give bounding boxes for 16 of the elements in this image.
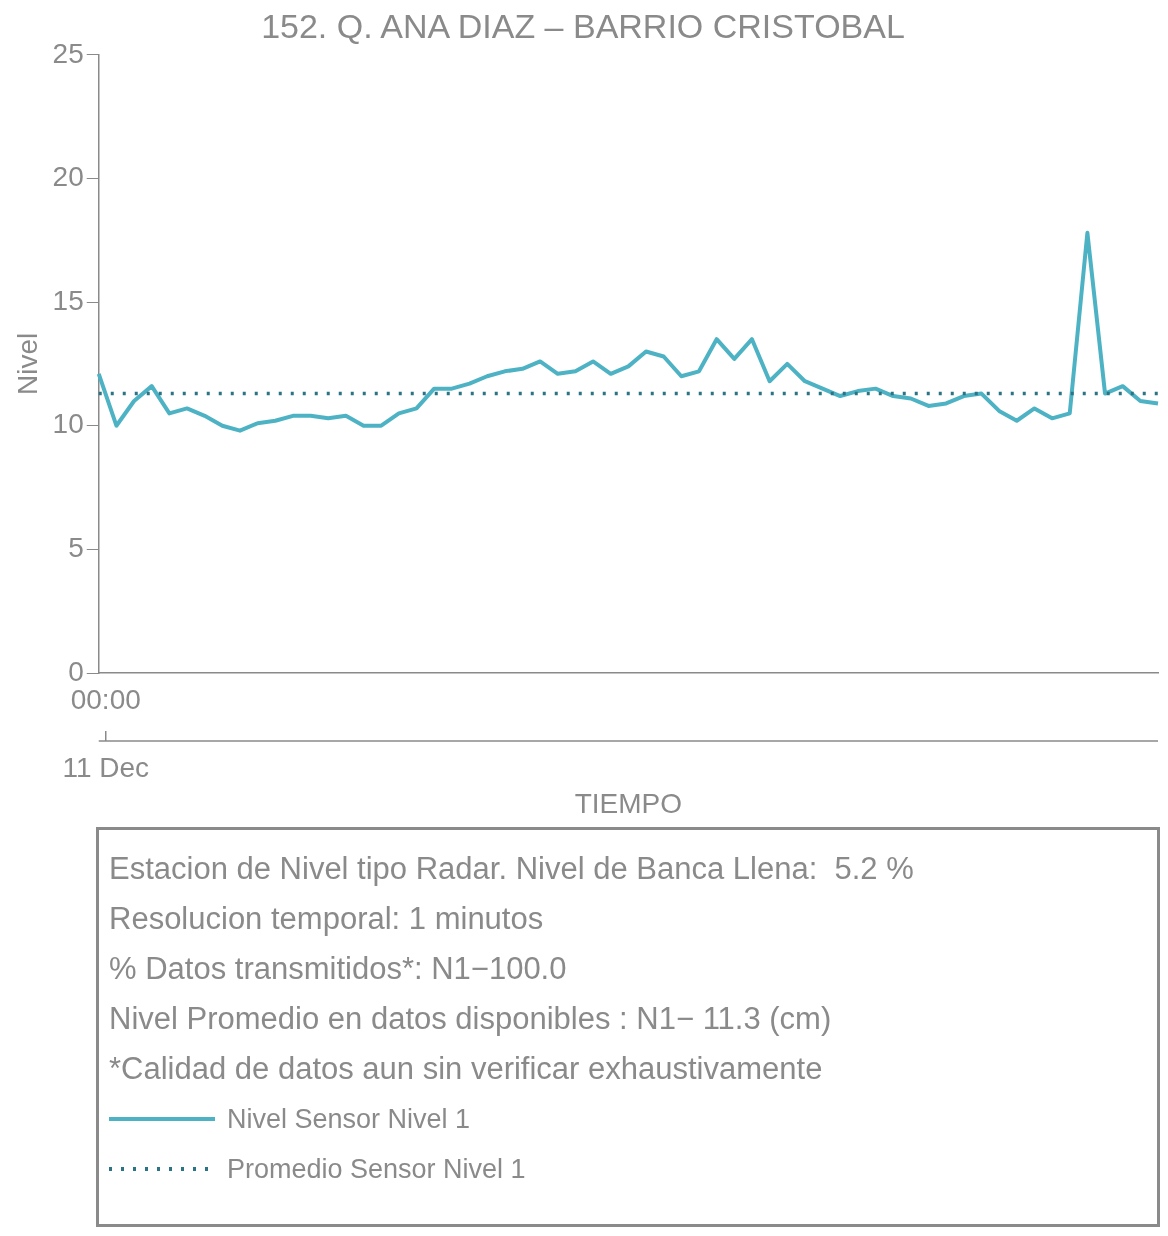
x-axis-title: TIEMPO — [574, 787, 683, 819]
y-tick-label: 20 — [52, 161, 84, 193]
text: Estacion de Nivel tipo Radar. Nivel de Banca Llena: 5.2 % — [109, 850, 915, 888]
legend-label: Promedio Sensor Nivel 1 — [227, 1153, 526, 1185]
y-tick-label: 10 — [52, 408, 84, 440]
chart-title: 152. Q. ANA DIAZ – BARRIO CRISTOBAL — [261, 6, 905, 45]
text: *Calidad de datos aun sin verificar exhaustivamente — [109, 1050, 824, 1088]
y-tick-label: 5 — [68, 532, 84, 564]
text: % Datos transmitidos*: N1−100.0 — [109, 950, 568, 988]
y-tick-label: 25 — [52, 37, 84, 69]
legend-label: Nivel Sensor Nivel 1 — [227, 1103, 471, 1135]
y-axis-title: Nivel — [11, 332, 43, 396]
text: Resolucion temporal: 1 minutos — [109, 900, 545, 938]
text: 11 Dec — [62, 751, 150, 783]
text: Nivel Promedio en datos disponibles : N1− 11.3 (cm) — [109, 1000, 833, 1038]
y-tick-label: 15 — [52, 284, 84, 316]
